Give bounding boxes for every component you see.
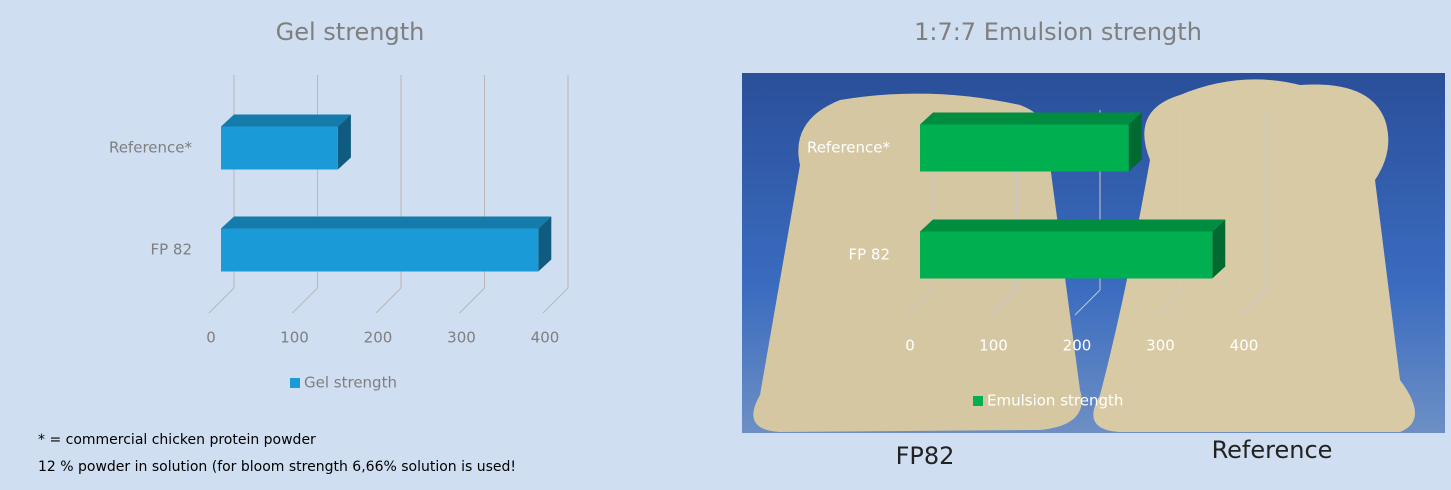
photo-label: FP82	[896, 442, 955, 470]
bar-top	[920, 113, 1142, 125]
legend-label: Emulsion strength	[987, 392, 1123, 410]
bar	[221, 127, 338, 170]
y-tick-label: FP 82	[848, 246, 890, 264]
bar-top	[221, 115, 351, 127]
bar-top	[920, 220, 1225, 232]
x-tick-label: 200	[1063, 337, 1092, 355]
footnote: 12 % powder in solution (for bloom stren…	[38, 459, 516, 475]
photo-label: Reference	[1212, 436, 1333, 464]
bar	[920, 232, 1212, 279]
slide: Gel strength 1:7:7 Emulsion strength * =…	[0, 0, 1451, 490]
bar-top	[221, 217, 551, 229]
x-tick-label: 300	[447, 329, 476, 347]
x-tick-label: 100	[979, 337, 1008, 355]
chart-title: Gel strength	[276, 18, 425, 46]
y-tick-label: Reference*	[109, 139, 193, 157]
chart-title: 1:7:7 Emulsion strength	[914, 18, 1202, 46]
grid-line	[543, 288, 568, 313]
grid-line	[376, 288, 401, 313]
grid-line	[209, 288, 234, 313]
bar	[920, 125, 1129, 172]
y-tick-label: Reference*	[807, 139, 891, 157]
x-tick-label: 100	[280, 329, 309, 347]
legend-label: Gel strength	[304, 374, 397, 392]
y-tick-label: FP 82	[150, 241, 192, 259]
legend-swatch	[973, 396, 983, 406]
x-tick-label: 400	[1230, 337, 1259, 355]
x-tick-label: 0	[206, 329, 216, 347]
legend-swatch	[290, 378, 300, 388]
bar	[221, 229, 538, 272]
x-tick-label: 0	[905, 337, 915, 355]
x-tick-label: 400	[531, 329, 560, 347]
grid-line	[460, 288, 485, 313]
footnote: * = commercial chicken protein powder	[38, 432, 316, 448]
grid-line	[293, 288, 318, 313]
x-tick-label: 300	[1146, 337, 1175, 355]
x-tick-label: 200	[364, 329, 393, 347]
